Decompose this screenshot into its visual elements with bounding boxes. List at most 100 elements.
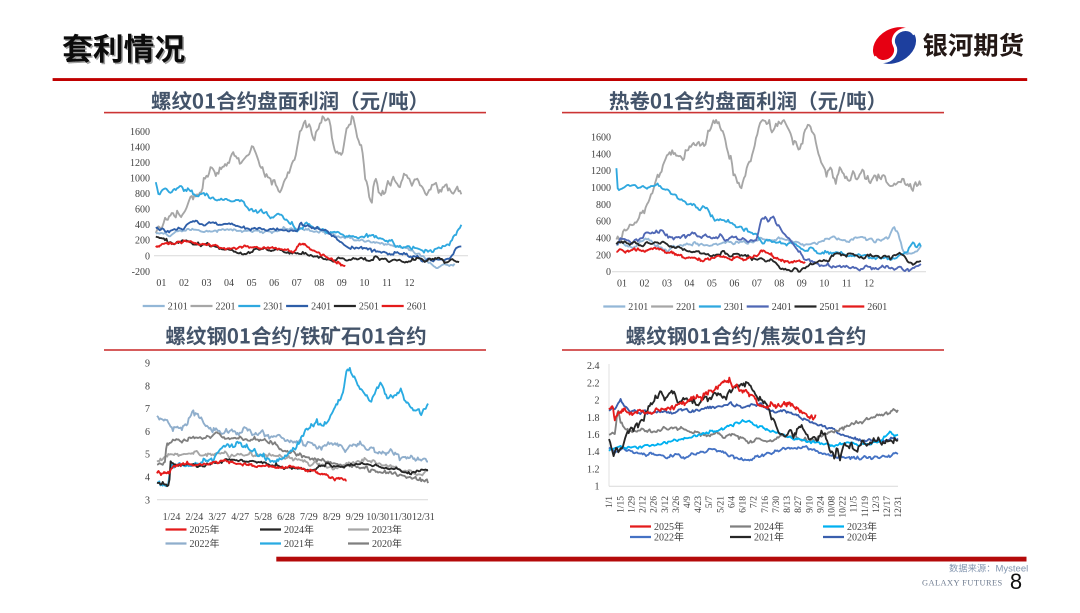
svg-text:07: 07: [752, 279, 762, 290]
svg-text:8/13: 8/13: [783, 496, 793, 513]
svg-text:1200: 1200: [591, 166, 611, 177]
svg-text:2025: 2025: [654, 522, 674, 533]
svg-text:02: 02: [639, 279, 649, 290]
svg-text:08: 08: [774, 279, 784, 290]
svg-text:1.4: 1.4: [587, 447, 600, 458]
svg-text:6/28: 6/28: [277, 512, 295, 523]
svg-text:6: 6: [145, 427, 150, 438]
svg-text:GALAXY FUTURES: GALAXY FUTURES: [922, 579, 1003, 588]
svg-text:11/30: 11/30: [389, 512, 411, 523]
svg-text:1600: 1600: [130, 127, 150, 138]
svg-text:12/17: 12/17: [883, 496, 893, 518]
svg-text:1/1: 1/1: [605, 496, 615, 508]
svg-text:1.6: 1.6: [587, 430, 600, 441]
svg-text:1000: 1000: [130, 174, 150, 185]
svg-text:06: 06: [269, 278, 279, 289]
svg-text:2301: 2301: [724, 302, 744, 313]
svg-text:1400: 1400: [591, 149, 611, 160]
svg-text:2601: 2601: [407, 302, 427, 313]
svg-text:2/26: 2/26: [650, 496, 660, 513]
svg-text:2023: 2023: [372, 525, 392, 536]
svg-text:5: 5: [145, 450, 150, 461]
svg-text:800: 800: [596, 200, 611, 211]
svg-text:7/30: 7/30: [772, 496, 782, 513]
svg-text:7: 7: [145, 404, 150, 415]
svg-text:2022: 2022: [190, 539, 210, 550]
svg-text:10: 10: [359, 278, 369, 289]
svg-text:07: 07: [292, 278, 302, 289]
svg-text:3: 3: [145, 495, 150, 506]
svg-text:04: 04: [684, 279, 694, 290]
svg-text:06: 06: [729, 279, 739, 290]
svg-text:01: 01: [156, 278, 166, 289]
svg-text:9: 9: [145, 359, 150, 370]
svg-text:1400: 1400: [130, 143, 150, 154]
svg-text:2301: 2301: [263, 302, 283, 313]
svg-text:12: 12: [864, 279, 874, 290]
svg-text:11/19: 11/19: [861, 496, 871, 518]
svg-text:8/29: 8/29: [323, 512, 341, 523]
svg-text:2201: 2201: [216, 302, 236, 313]
svg-text:2401: 2401: [772, 302, 792, 313]
svg-text:12/31: 12/31: [894, 496, 904, 518]
svg-text:8: 8: [145, 381, 150, 392]
svg-text:09: 09: [797, 279, 807, 290]
svg-text:10/08: 10/08: [828, 496, 838, 518]
svg-text:0: 0: [606, 267, 611, 278]
svg-text:2020: 2020: [372, 539, 392, 550]
svg-text:04: 04: [224, 278, 234, 289]
svg-text:6/18: 6/18: [739, 496, 749, 513]
svg-text:2201: 2201: [676, 302, 696, 313]
svg-text:1.2: 1.2: [587, 464, 600, 475]
svg-text:2101: 2101: [628, 302, 648, 313]
svg-text:600: 600: [596, 217, 611, 228]
svg-text:200: 200: [596, 250, 611, 261]
svg-text:2024: 2024: [284, 525, 304, 536]
svg-text:2501: 2501: [820, 302, 840, 313]
svg-text:11: 11: [842, 279, 852, 290]
svg-text:5/21: 5/21: [716, 496, 726, 513]
svg-text:10: 10: [819, 279, 829, 290]
svg-text:2/24: 2/24: [186, 512, 204, 523]
svg-text:2601: 2601: [867, 302, 887, 313]
svg-text:4: 4: [145, 473, 150, 484]
svg-text:2025: 2025: [190, 525, 210, 536]
svg-text:4/27: 4/27: [231, 512, 249, 523]
svg-text:1200: 1200: [130, 158, 150, 169]
svg-text:3/27: 3/27: [208, 512, 226, 523]
svg-text:5/7: 5/7: [705, 496, 715, 508]
svg-text:800: 800: [135, 189, 150, 200]
svg-text:2022: 2022: [654, 533, 674, 544]
svg-text:05: 05: [247, 278, 257, 289]
svg-text:7/29: 7/29: [300, 512, 318, 523]
svg-text:11/5: 11/5: [850, 496, 860, 513]
svg-text:12/31: 12/31: [412, 512, 435, 523]
svg-text:02: 02: [179, 278, 189, 289]
svg-text:600: 600: [135, 205, 150, 216]
svg-text:2020: 2020: [847, 533, 867, 544]
svg-text:12/3: 12/3: [872, 496, 882, 513]
svg-text:1: 1: [595, 482, 600, 493]
svg-text:4/9: 4/9: [683, 496, 693, 508]
svg-text:200: 200: [135, 236, 150, 247]
svg-text:3/26: 3/26: [672, 496, 682, 513]
svg-text:2.2: 2.2: [587, 378, 600, 389]
svg-text:4/23: 4/23: [694, 496, 704, 513]
svg-text:09: 09: [337, 278, 347, 289]
svg-text:11: 11: [382, 278, 392, 289]
svg-text:01: 01: [617, 279, 627, 290]
svg-text:08: 08: [314, 278, 324, 289]
svg-text:1/15: 1/15: [616, 496, 626, 513]
svg-text:400: 400: [135, 220, 150, 231]
svg-text:03: 03: [202, 278, 212, 289]
svg-text:7/2: 7/2: [750, 496, 760, 508]
svg-text:3/12: 3/12: [661, 496, 671, 513]
svg-text:2023: 2023: [847, 522, 867, 533]
svg-text:9/10: 9/10: [805, 496, 815, 513]
svg-text:05: 05: [707, 279, 717, 290]
svg-text:0: 0: [145, 251, 150, 262]
svg-text:6/4: 6/4: [727, 496, 737, 508]
svg-text:2024: 2024: [754, 522, 774, 533]
svg-text:2401: 2401: [311, 302, 331, 313]
svg-text:10/22: 10/22: [839, 496, 849, 518]
